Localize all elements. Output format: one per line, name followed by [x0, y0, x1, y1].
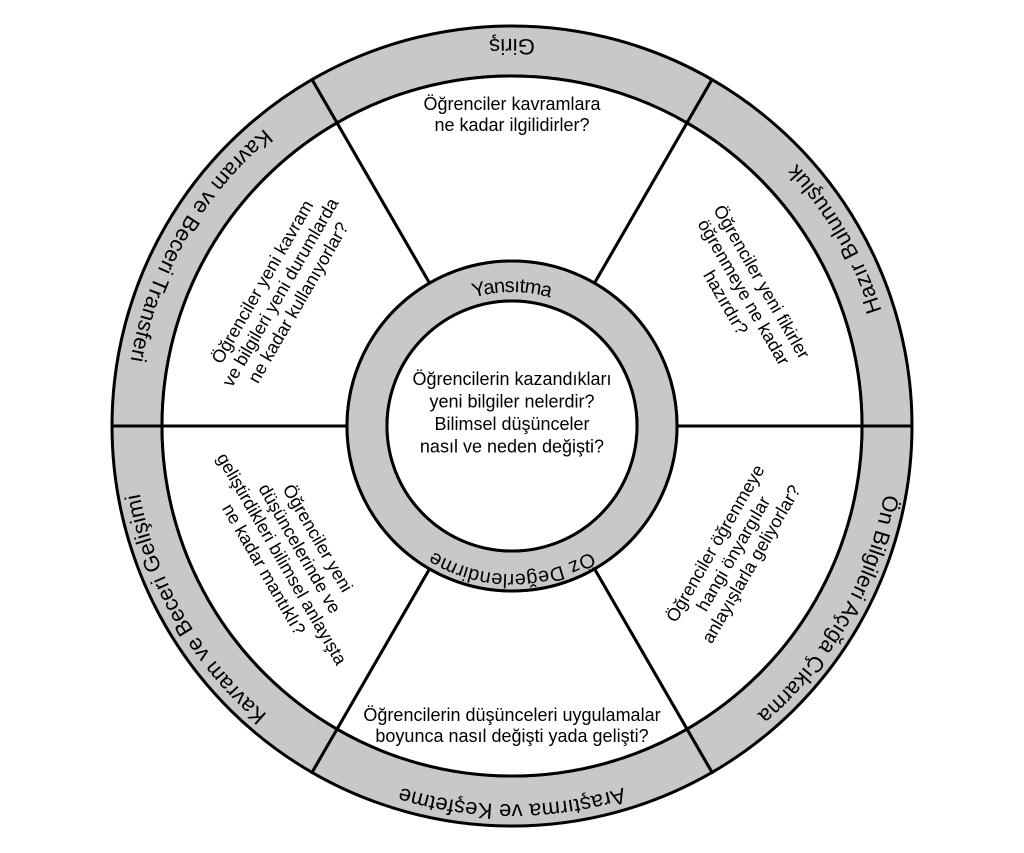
- circular-diagram: GirişHazır BulunuşlukÖn Bilgileri Açığa …: [0, 0, 1024, 853]
- question-giris: Öğrenciler kavramlarane kadar ilgilidirl…: [423, 94, 601, 135]
- outer-label-giris: Giriş: [489, 34, 536, 60]
- question-arastir: Öğrencilerin düşünceleri uygulamalarboyu…: [363, 705, 660, 746]
